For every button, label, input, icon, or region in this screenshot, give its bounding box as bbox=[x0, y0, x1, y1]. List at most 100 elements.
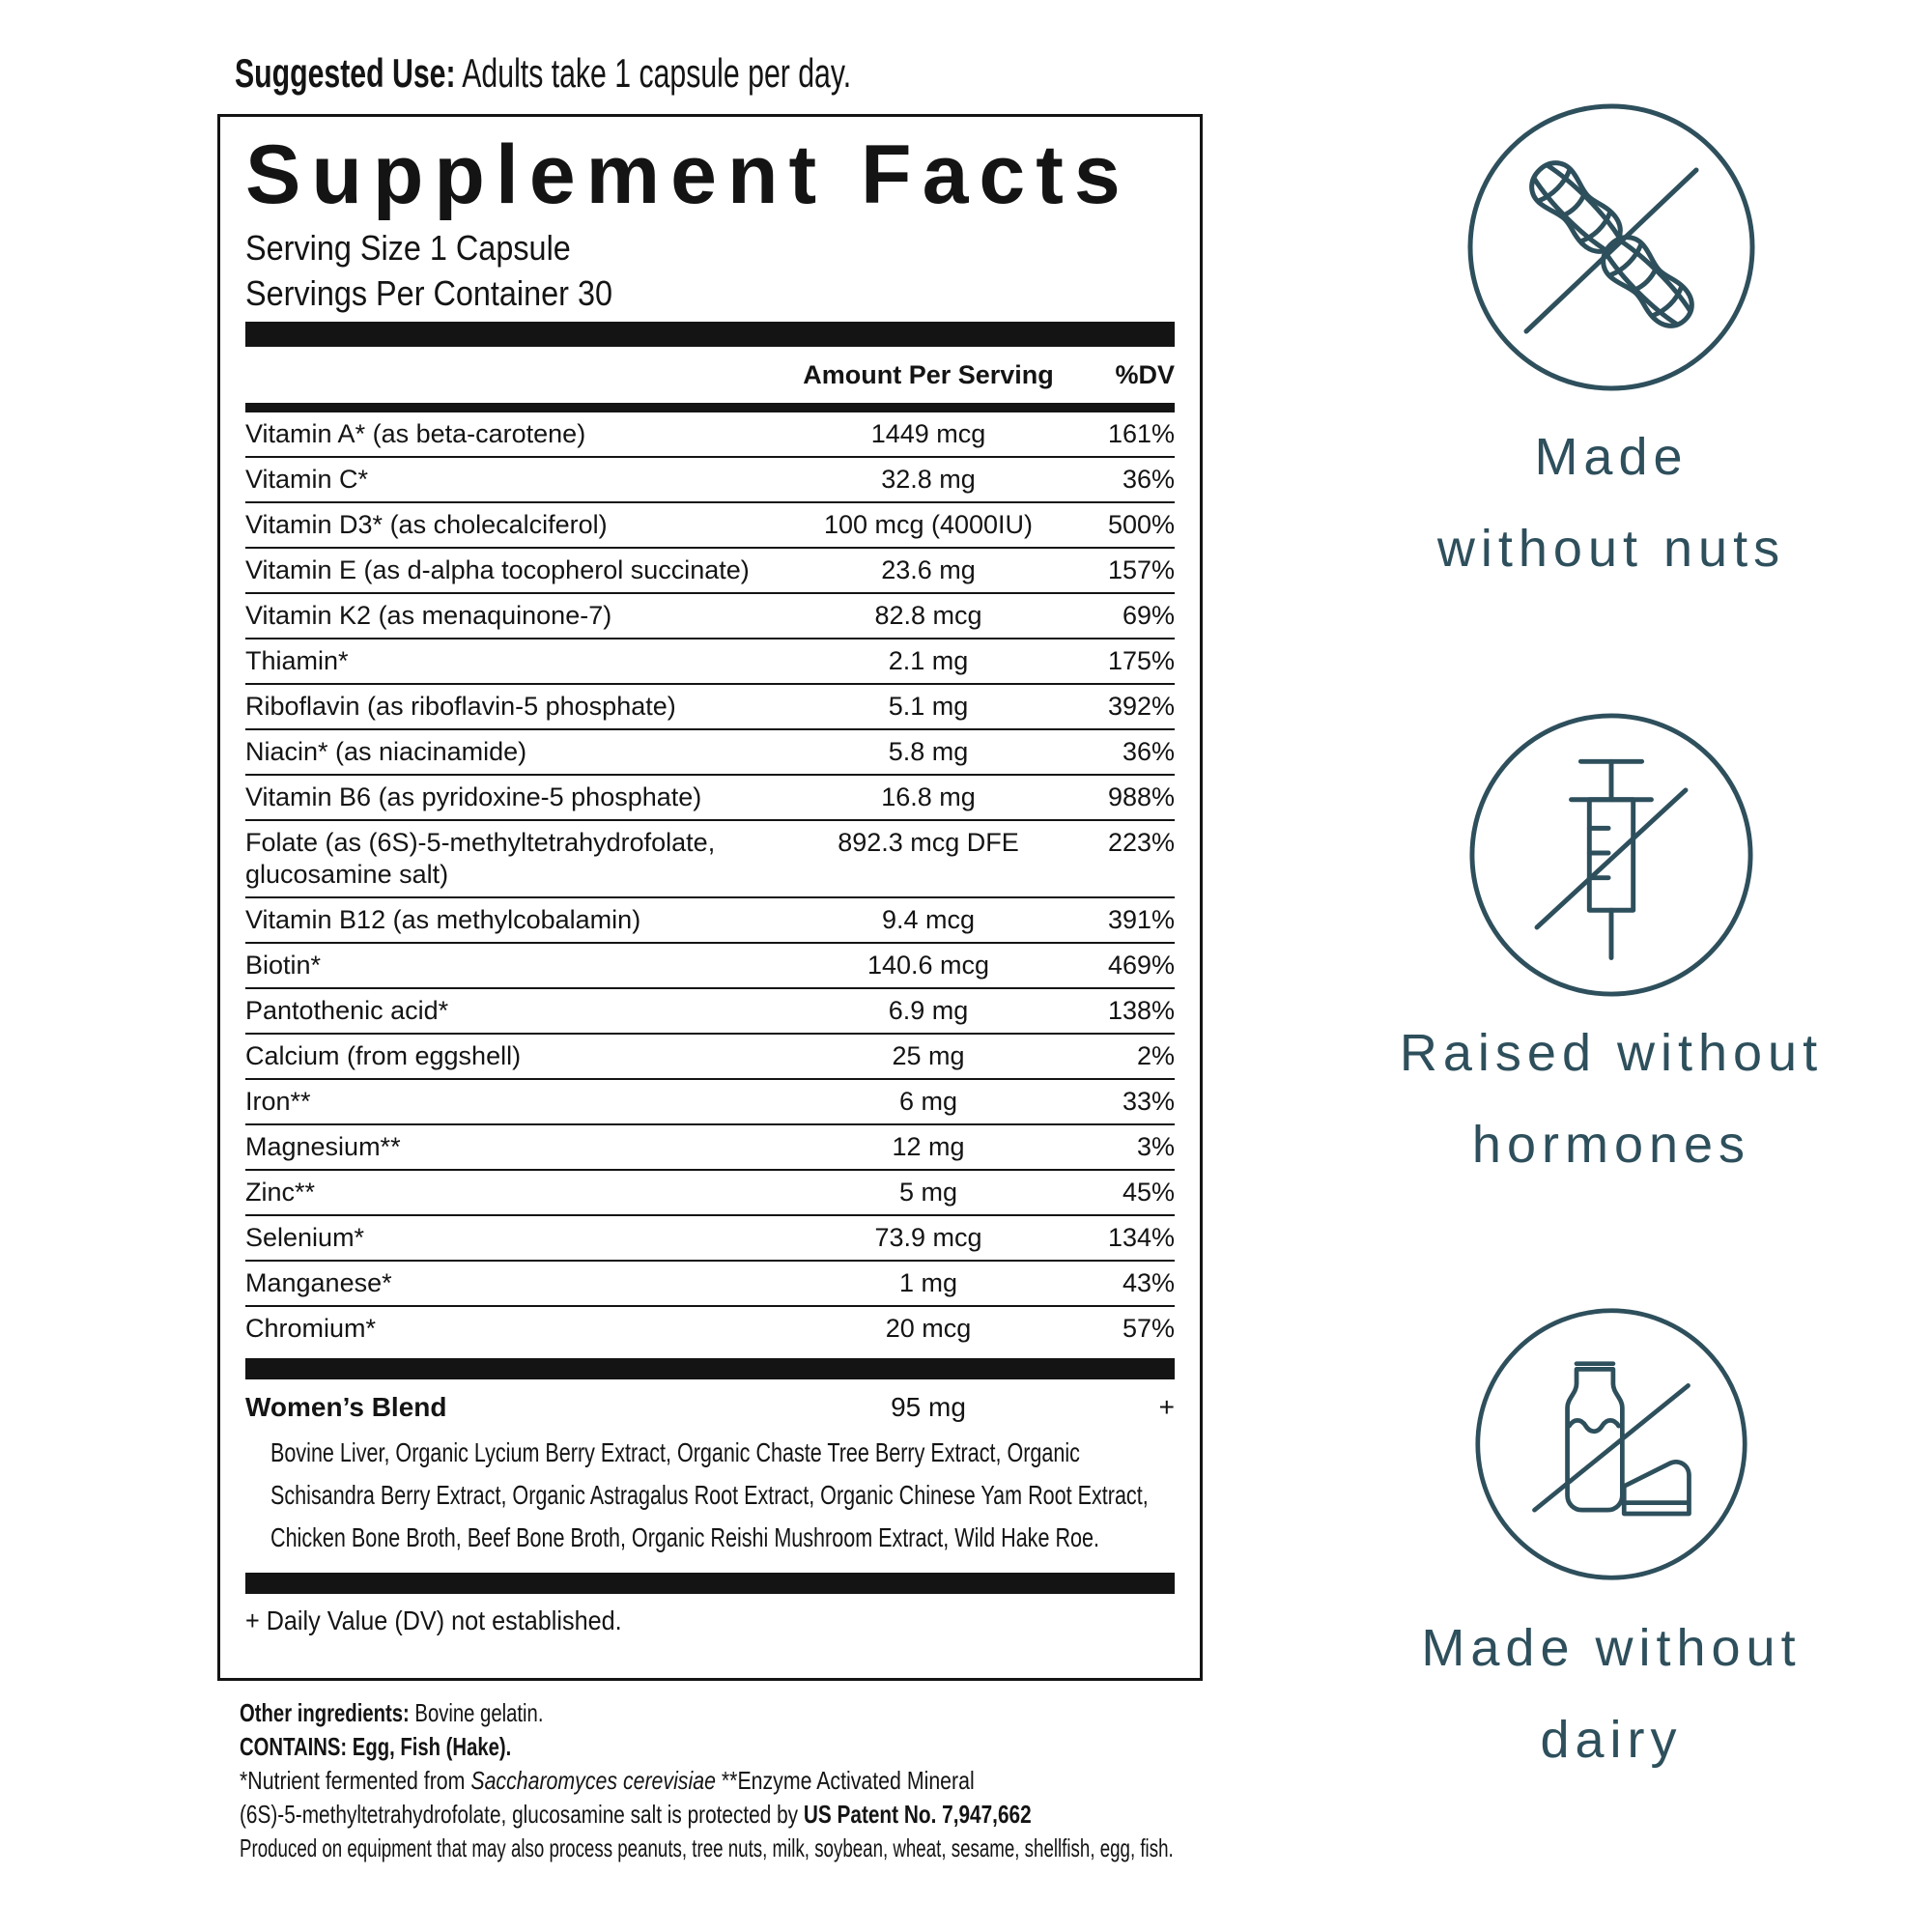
nutrient-name: Vitamin B12 (as methylcobalamin) bbox=[245, 905, 641, 934]
table-row: Vitamin E (as d-alpha tocopherol succina… bbox=[245, 549, 1175, 594]
badge-made-without-nuts: Made without nuts bbox=[1302, 102, 1920, 595]
suggested-use-label: Suggested Use: bbox=[235, 50, 456, 96]
dv-footnote: + Daily Value (DV) not established. bbox=[245, 1605, 622, 1635]
nutrient-note-line: *Nutrient fermented from Saccharomyces c… bbox=[240, 1764, 1303, 1798]
nutrient-dv: 69% bbox=[1122, 601, 1175, 630]
nutrient-amount: 140.6 mcg bbox=[867, 951, 990, 980]
nutrient-dv: 3% bbox=[1136, 1132, 1175, 1161]
nutrient-name: Selenium* bbox=[245, 1223, 365, 1252]
blend-name: Women’s Blend bbox=[245, 1392, 447, 1422]
nutrient-amount: 5.8 mg bbox=[888, 737, 969, 766]
badge-caption: Made without dairy bbox=[1421, 1603, 1801, 1786]
table-row: Pantothenic acid* 6.9 mg 138% bbox=[245, 989, 1175, 1035]
badge-caption: Raised without hormones bbox=[1400, 1008, 1823, 1191]
nutrient-dv: 175% bbox=[1107, 646, 1175, 675]
contains-text: CONTAINS: Egg, Fish (Hake). bbox=[240, 1732, 512, 1761]
table-row: Iron** 6 mg 33% bbox=[245, 1080, 1175, 1125]
badge-caption-line2: hormones bbox=[1471, 1116, 1751, 1174]
nutrient-dv: 391% bbox=[1107, 905, 1175, 934]
badge-made-without-dairy: Made without dairy bbox=[1302, 1307, 1920, 1786]
nutrient-dv: 469% bbox=[1107, 951, 1175, 980]
nutrient-name: Zinc** bbox=[245, 1178, 316, 1207]
nutrient-name: Vitamin C* bbox=[245, 465, 369, 494]
note1-species: Saccharomyces cerevisiae bbox=[470, 1766, 716, 1795]
nutrient-name: Biotin* bbox=[245, 951, 322, 980]
nutrient-amount: 16.8 mg bbox=[881, 782, 976, 811]
servings-per-container: Servings Per Container 30 bbox=[245, 273, 613, 313]
table-row: Niacin* (as niacinamide) 5.8 mg 36% bbox=[245, 730, 1175, 776]
nutrient-dv: 223% bbox=[1107, 828, 1175, 857]
supplement-facts-panel: Supplement Facts Serving Size 1 Capsule … bbox=[217, 114, 1203, 1681]
divider-bar-below-blend bbox=[245, 1573, 1175, 1594]
other-ingredients-value: Bovine gelatin. bbox=[409, 1698, 544, 1727]
nutrient-amount: 20 mcg bbox=[885, 1314, 972, 1343]
blend-amount: 95 mg bbox=[891, 1392, 966, 1422]
other-ingredients-line: Other ingredients: Bovine gelatin. bbox=[240, 1696, 1251, 1730]
nutrient-name: Pantothenic acid* bbox=[245, 996, 449, 1025]
nutrient-name: Vitamin A* (as beta-carotene) bbox=[245, 419, 586, 448]
nutrient-amount: 100 mcg (4000IU) bbox=[823, 510, 1034, 539]
table-row: Selenium* 73.9 mcg 134% bbox=[245, 1216, 1175, 1262]
divider-bar-under-header bbox=[245, 403, 1175, 412]
nutrient-dv: 157% bbox=[1107, 555, 1175, 584]
suggested-use-line: Suggested Use: Adults take 1 capsule per… bbox=[235, 50, 851, 97]
table-row: Thiamin* 2.1 mg 175% bbox=[245, 639, 1175, 685]
contains-line: CONTAINS: Egg, Fish (Hake). bbox=[240, 1730, 1251, 1764]
badge-caption: Made without nuts bbox=[1437, 412, 1785, 595]
badge-caption-line1: Raised without bbox=[1399, 1024, 1824, 1082]
suggested-use-text: Adults take 1 capsule per day. bbox=[455, 50, 852, 96]
nutrient-name: Thiamin* bbox=[245, 646, 349, 675]
patent-number: US Patent No. 7,947,662 bbox=[803, 1800, 1032, 1829]
nutrient-dv: 500% bbox=[1107, 510, 1175, 539]
nutrient-amount: 6 mg bbox=[898, 1087, 958, 1116]
nutrient-name: Folate (as (6S)-5-methyltetrahydrofolate… bbox=[245, 828, 716, 889]
nutrient-amount: 892.3 mcg DFE bbox=[838, 828, 1019, 857]
nutrient-amount: 82.8 mcg bbox=[874, 601, 982, 630]
other-ingredients-label: Other ingredients: bbox=[240, 1698, 410, 1727]
table-row: Vitamin K2 (as menaquinone-7) 82.8 mcg 6… bbox=[245, 594, 1175, 639]
badge-caption-line2: without nuts bbox=[1436, 520, 1786, 578]
nutrient-dv: 2% bbox=[1136, 1041, 1175, 1070]
blend-dv: + bbox=[1158, 1392, 1175, 1422]
divider-bar-above-blend bbox=[245, 1358, 1175, 1379]
nutrient-amount: 12 mg bbox=[892, 1132, 965, 1161]
badge-caption-line2: dairy bbox=[1540, 1711, 1683, 1769]
note1-post: **Enzyme Activated Mineral bbox=[715, 1766, 975, 1795]
badge-caption-line1: Made bbox=[1534, 428, 1689, 486]
nutrient-name: Manganese* bbox=[245, 1268, 392, 1297]
table-row: Calcium (from eggshell) 25 mg 2% bbox=[245, 1035, 1175, 1080]
footer-fine-print: Other ingredients: Bovine gelatin. CONTA… bbox=[240, 1696, 1537, 1865]
nutrient-amount: 1449 mcg bbox=[870, 419, 986, 448]
nutrient-amount: 25 mg bbox=[892, 1041, 965, 1070]
nutrient-amount: 23.6 mg bbox=[881, 555, 976, 584]
table-row: Chromium* 20 mcg 57% bbox=[245, 1307, 1175, 1350]
nutrient-amount: 32.8 mg bbox=[881, 465, 976, 494]
nutrient-name: Riboflavin (as riboflavin-5 phosphate) bbox=[245, 692, 676, 721]
blend-ingredients: Bovine Liver, Organic Lycium Berry Extra… bbox=[270, 1437, 1149, 1552]
nutrient-amount: 5 mg bbox=[898, 1178, 958, 1207]
nutrient-dv: 36% bbox=[1122, 737, 1175, 766]
nutrient-rows: Vitamin A* (as beta-carotene) 1449 mcg 1… bbox=[245, 412, 1175, 1350]
table-header: Amount Per Serving %DV bbox=[245, 347, 1175, 403]
nutrient-dv: 57% bbox=[1122, 1314, 1175, 1343]
table-row: Zinc** 5 mg 45% bbox=[245, 1171, 1175, 1216]
table-row: Vitamin D3* (as cholecalciferol) 100 mcg… bbox=[245, 503, 1175, 549]
nutrient-dv: 45% bbox=[1122, 1178, 1175, 1207]
nutrient-dv: 134% bbox=[1107, 1223, 1175, 1252]
badge-caption-line1: Made without bbox=[1421, 1619, 1802, 1677]
no-dairy-icon bbox=[1475, 1308, 1747, 1580]
table-row: Vitamin C* 32.8 mg 36% bbox=[245, 458, 1175, 503]
nutrient-name: Vitamin E (as d-alpha tocopherol succina… bbox=[245, 555, 750, 584]
nutrient-amount: 2.1 mg bbox=[888, 646, 969, 675]
no-nuts-icon bbox=[1467, 103, 1755, 391]
nutrient-name: Vitamin B6 (as pyridoxine-5 phosphate) bbox=[245, 782, 702, 811]
header-amount-per-serving: Amount Per Serving bbox=[803, 359, 1054, 389]
no-hormones-icon bbox=[1469, 713, 1753, 997]
divider-bar-top bbox=[245, 322, 1175, 347]
table-row: Riboflavin (as riboflavin-5 phosphate) 5… bbox=[245, 685, 1175, 730]
nutrient-dv: 392% bbox=[1107, 692, 1175, 721]
nutrient-name: Calcium (from eggshell) bbox=[245, 1041, 522, 1070]
nutrient-dv: 138% bbox=[1107, 996, 1175, 1025]
nutrient-dv: 36% bbox=[1122, 465, 1175, 494]
